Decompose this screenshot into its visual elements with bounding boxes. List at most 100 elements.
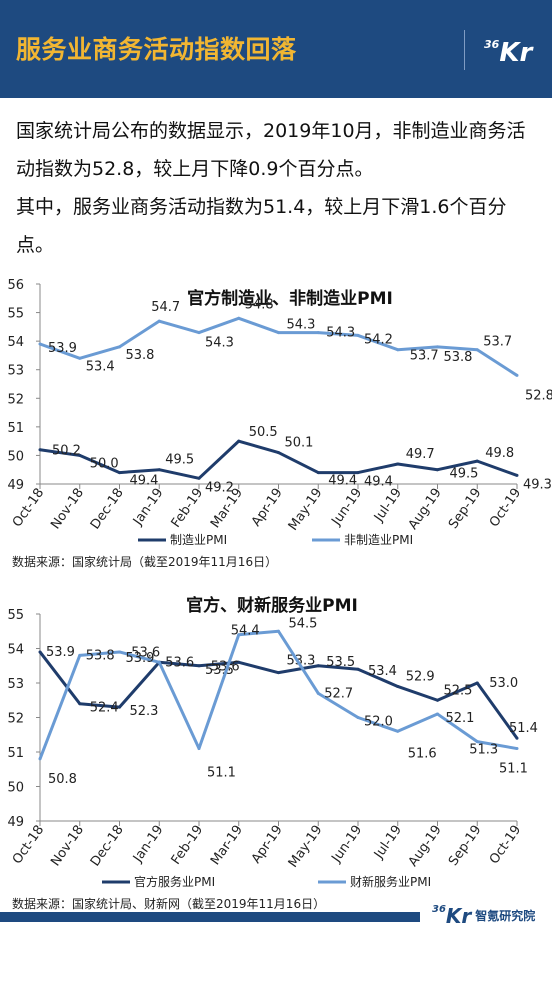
data-point	[396, 348, 400, 352]
x-tick-label: Jan-19	[130, 486, 167, 529]
data-label: 49.7	[406, 447, 435, 462]
data-point	[356, 667, 360, 671]
data-point	[78, 702, 82, 706]
data-label: 52.5	[444, 683, 473, 698]
x-tick-label: Aug-19	[406, 486, 445, 533]
chart-title: 官方、财新服务业PMI	[186, 595, 358, 616]
header-divider	[464, 30, 465, 70]
data-label: 49.4	[328, 474, 357, 489]
data-label: 49.5	[165, 453, 194, 468]
data-point	[118, 650, 121, 654]
y-tick-label: 50	[7, 781, 24, 796]
legend-label: 制造业PMI	[170, 533, 227, 547]
data-label: 51.3	[469, 743, 498, 758]
chart2-source: 数据来源：国家统计局、财新网（截至2019年11月16日）	[12, 897, 326, 911]
data-label: 52.1	[446, 711, 475, 726]
y-tick-label: 52	[7, 392, 24, 407]
data-point	[157, 660, 161, 664]
chart-title: 官方制造业、非制造业PMI	[187, 288, 393, 309]
data-point	[118, 705, 121, 709]
x-tick-label: Sep-19	[446, 486, 485, 532]
data-label: 54.7	[151, 300, 180, 315]
data-label: 49.5	[450, 467, 479, 482]
data-label: 53.8	[126, 348, 155, 363]
data-point	[38, 342, 42, 346]
data-label: 53.7	[483, 335, 512, 350]
data-point	[78, 453, 82, 457]
x-tick-label: Nov-18	[48, 823, 87, 870]
page-title: 服务业商务活动指数回落	[16, 35, 297, 64]
y-tick-label: 54	[7, 643, 24, 658]
x-tick-label: Feb-19	[169, 486, 207, 531]
footer-logo: 36Kr 智氪研究院	[432, 904, 535, 928]
y-tick-label: 55	[7, 608, 24, 623]
y-tick-label: 54	[7, 335, 24, 350]
data-point	[197, 664, 201, 668]
data-point	[356, 333, 360, 337]
data-point	[197, 331, 201, 335]
intro-text: 国家统计局公布的数据显示，2019年10月，非制造业商务活动指数为52.8，较上…	[16, 112, 536, 264]
x-tick-label: Jun-19	[329, 823, 366, 866]
footer-logo-number: 36	[432, 904, 446, 915]
data-label: 50.5	[249, 425, 278, 440]
data-point	[118, 345, 121, 349]
data-point	[38, 650, 42, 654]
data-point	[475, 348, 479, 352]
data-label: 53.8	[86, 648, 115, 663]
data-label: 50.1	[285, 436, 314, 451]
data-point	[316, 691, 320, 695]
data-point	[436, 698, 439, 702]
data-point	[237, 316, 241, 320]
data-label: 51.1	[499, 762, 528, 777]
chart1-source: 数据来源：国家统计局（截至2019年11月16日）	[12, 555, 278, 569]
x-tick-label: Aug-19	[406, 823, 445, 870]
data-label: 52.3	[130, 704, 159, 719]
data-label: 53.8	[444, 350, 473, 365]
footer-org-name: 智氪研究院	[475, 909, 536, 923]
footer-logo-letters: Kr	[445, 904, 472, 928]
data-label: 54.4	[231, 624, 260, 639]
data-point	[356, 716, 360, 719]
x-tick-label: Oct-19	[487, 486, 524, 530]
x-tick-label: Oct-19	[487, 823, 524, 867]
data-point	[475, 459, 479, 463]
data-point	[356, 471, 360, 475]
data-label: 53.0	[489, 676, 518, 691]
data-label: 54.5	[289, 616, 318, 631]
data-label: 53.6	[211, 659, 240, 674]
data-point	[475, 681, 479, 685]
data-point	[396, 729, 400, 733]
data-point	[396, 684, 400, 688]
data-point	[277, 331, 280, 335]
data-label: 53.5	[326, 655, 355, 670]
x-tick-label: Mar-19	[208, 823, 246, 868]
data-point	[515, 736, 519, 740]
logo-letters: Kr	[499, 38, 533, 68]
data-label: 54.3	[205, 336, 234, 351]
data-label: 50.0	[90, 456, 119, 471]
data-point	[436, 345, 439, 349]
y-tick-label: 53	[7, 677, 24, 692]
data-point	[436, 712, 439, 716]
data-point	[78, 653, 82, 657]
y-tick-label: 56	[7, 278, 24, 293]
data-label: 51.4	[509, 721, 538, 736]
data-point	[157, 319, 161, 323]
data-label: 49.2	[205, 480, 234, 495]
logo-number: 36	[484, 38, 500, 51]
data-label: 50.8	[48, 772, 77, 787]
footer-bar	[0, 912, 420, 922]
data-point	[515, 473, 519, 477]
data-point	[38, 757, 42, 761]
x-tick-label: Sep-19	[446, 823, 485, 869]
x-tick-label: Nov-18	[48, 486, 87, 533]
intro-paragraph-1: 国家统计局公布的数据显示，2019年10月，非制造业商务活动指数为52.8，较上…	[16, 120, 526, 180]
data-point	[436, 468, 439, 472]
data-point	[515, 373, 519, 377]
x-tick-label: Jul-19	[371, 823, 405, 863]
x-tick-label: Jul-19	[371, 486, 405, 526]
data-label: 53.7	[410, 349, 439, 364]
data-label: 53.9	[48, 341, 77, 356]
data-label: 50.2	[52, 444, 81, 459]
